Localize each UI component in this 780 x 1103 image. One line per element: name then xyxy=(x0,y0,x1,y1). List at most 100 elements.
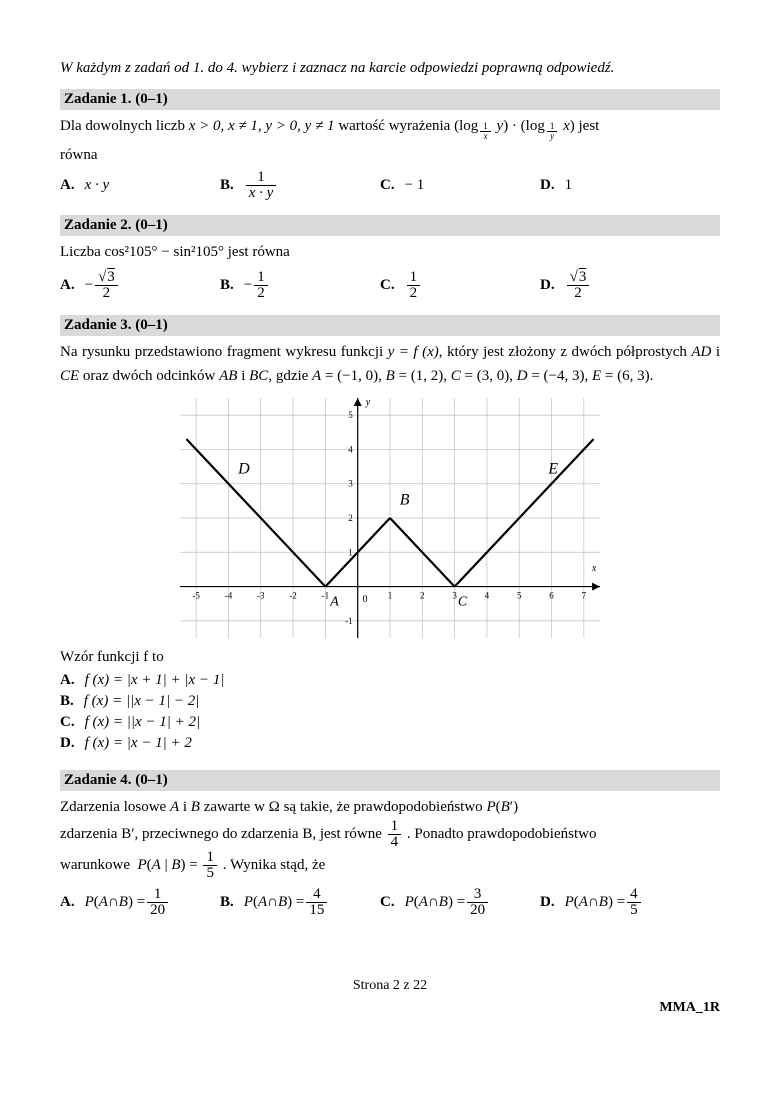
opt-label: A. xyxy=(60,894,75,911)
task3-subtitle: Wzór funkcji f to xyxy=(60,649,720,666)
svg-text:1: 1 xyxy=(388,590,393,600)
neg: − xyxy=(85,277,93,294)
opt-label: D. xyxy=(540,894,555,911)
frac-den: 2 xyxy=(254,286,268,301)
frac: 1 5 xyxy=(203,850,217,881)
task3-chart: -5-4-3-2-11234567-112345DBEACyx0 xyxy=(60,398,720,643)
task4-opt-c[interactable]: C. P(A∩B) = 3 20 xyxy=(380,887,530,918)
task4-opt-d[interactable]: D. P(A∩B) = 4 5 xyxy=(540,887,680,918)
task1-post2: równa xyxy=(60,147,720,164)
opt-value: 4 15 xyxy=(306,887,327,918)
svg-text:-4: -4 xyxy=(225,590,233,600)
frac-den: 4 xyxy=(388,835,402,850)
opt-label: D. xyxy=(540,277,555,294)
page-code: MMA_1R xyxy=(60,1000,720,1016)
task2-body: Liczba cos²105° − sin²105° jest równa xyxy=(60,240,720,264)
opt-value: − 1 xyxy=(405,177,425,194)
opt-value: 1 xyxy=(565,177,573,194)
svg-text:0: 0 xyxy=(363,594,368,605)
frac-num: 1 xyxy=(254,270,268,286)
neg: − xyxy=(244,277,252,294)
svg-text:4: 4 xyxy=(485,590,490,600)
task1-opt-d[interactable]: D. 1 xyxy=(540,177,690,194)
task2-opt-a[interactable]: A. − √3 2 xyxy=(60,270,210,301)
page-footer: Strona 2 z 22 xyxy=(60,978,720,994)
svg-text:5: 5 xyxy=(348,410,353,420)
task3-opt-a[interactable]: A. f (x) = |x + 1| + |x − 1| xyxy=(60,672,710,689)
svg-text:1: 1 xyxy=(348,547,353,557)
task4-p3-pre: warunkowe P(A | B) = xyxy=(60,857,201,873)
task2-opt-c[interactable]: C. 1 2 xyxy=(380,270,530,301)
svg-text:E: E xyxy=(547,460,558,477)
task3-a-text: f (x) = |x + 1| + |x − 1| xyxy=(85,672,225,688)
task4-p2-pre: zdarzenia B′, przeciwnego do zdarzenia B… xyxy=(60,826,386,842)
task3-opt-d[interactable]: D. f (x) = |x − 1| + 2 xyxy=(60,735,710,752)
opt-label: D. xyxy=(540,177,555,194)
task1-header: Zadanie 1. (0–1) xyxy=(60,89,720,110)
frac-den: 5 xyxy=(627,903,641,918)
frac-den: 5 xyxy=(203,866,217,881)
opt-label: A. xyxy=(60,277,75,294)
opt-pre: P(A∩B) = xyxy=(85,894,146,911)
opt-label: D. xyxy=(60,735,75,752)
task4-p3-post: . Wynika stąd, że xyxy=(223,857,326,873)
task4-p2-post: . Ponadto prawdopodobieństwo xyxy=(407,826,597,842)
opt-value: 4 5 xyxy=(627,887,641,918)
svg-text:-1: -1 xyxy=(345,615,353,625)
task3-header: Zadanie 3. (0–1) xyxy=(60,315,720,336)
frac-den: 20 xyxy=(467,903,488,918)
task1-pre: Dla dowolnych liczb xyxy=(60,118,189,134)
page-instruction: W każdym z zadań od 1. do 4. wybierz i z… xyxy=(60,60,720,77)
task2-options: A. − √3 2 B. − 1 2 C. 1 2 D. √3 2 xyxy=(60,270,720,301)
frac-num: 1 xyxy=(203,850,217,866)
task3-options: A. f (x) = |x + 1| + |x − 1| B. f (x) = … xyxy=(60,672,720,756)
frac-den: 2 xyxy=(95,286,118,301)
task3-b-text: f (x) = ||x − 1| − 2| xyxy=(84,693,200,709)
opt-label: A. xyxy=(60,177,75,194)
task3-opt-b[interactable]: B. f (x) = ||x − 1| − 2| xyxy=(60,693,710,710)
svg-text:A: A xyxy=(329,594,339,609)
opt-label: C. xyxy=(60,714,75,731)
opt-value: f (x) = |x − 1| + 2 xyxy=(85,735,192,752)
opt-label: B. xyxy=(220,277,234,294)
task1-opt-c[interactable]: C. − 1 xyxy=(380,177,530,194)
frac-num: 4 xyxy=(306,887,327,903)
frac-den: 20 xyxy=(147,903,168,918)
task1-opt-b[interactable]: B. 1 x · y xyxy=(220,170,370,201)
opt-label: A. xyxy=(60,672,75,689)
svg-text:4: 4 xyxy=(348,444,353,454)
opt-label: B. xyxy=(60,693,74,710)
opt-value: √3 2 xyxy=(567,270,590,301)
opt-label: C. xyxy=(380,277,395,294)
task4-p2: zdarzenia B′, przeciwnego do zdarzenia B… xyxy=(60,819,720,850)
task1-opt-a[interactable]: A. x · y xyxy=(60,177,210,194)
frac-num: 1 xyxy=(407,270,421,286)
task3-d-text: f (x) = |x − 1| + 2 xyxy=(85,735,192,751)
svg-text:2: 2 xyxy=(348,513,353,523)
opt-value: f (x) = |x + 1| + |x − 1| xyxy=(85,672,225,689)
svg-text:6: 6 xyxy=(549,590,554,600)
svg-text:D: D xyxy=(237,460,250,477)
frac-num: 3 xyxy=(467,887,488,903)
task4-opt-b[interactable]: B. P(A∩B) = 4 15 xyxy=(220,887,370,918)
svg-text:7: 7 xyxy=(582,590,587,600)
task2-opt-d[interactable]: D. √3 2 xyxy=(540,270,690,301)
task1-cond-text: x > 0, x ≠ 1, y > 0, y ≠ 1 xyxy=(189,118,335,134)
task4-opt-a[interactable]: A. P(A∩B) = 1 20 xyxy=(60,887,210,918)
opt-value: 1 20 xyxy=(147,887,168,918)
task4-header: Zadanie 4. (0–1) xyxy=(60,770,720,791)
opt-value: f (x) = ||x − 1| − 2| xyxy=(84,693,200,710)
task1-a-text: x · y xyxy=(85,177,110,193)
task2-opt-b[interactable]: B. − 1 2 xyxy=(220,270,370,301)
task1-cond: x > 0, x ≠ 1, y > 0, y ≠ 1 xyxy=(189,118,335,134)
frac-den: x · y xyxy=(249,185,274,201)
svg-text:y: y xyxy=(365,398,371,408)
opt-pre: P(A∩B) = xyxy=(405,894,466,911)
opt-value: x · y xyxy=(85,177,110,194)
opt-value: √3 2 xyxy=(95,270,118,301)
task1-options: A. x · y B. 1 x · y C. − 1 D. 1 xyxy=(60,170,720,201)
svg-text:5: 5 xyxy=(517,590,522,600)
task3-opt-c[interactable]: C. f (x) = ||x − 1| + 2| xyxy=(60,714,710,731)
task4-p1: Zdarzenia losowe A i B zawarte w Ω są ta… xyxy=(60,795,720,819)
opt-value: 3 20 xyxy=(467,887,488,918)
